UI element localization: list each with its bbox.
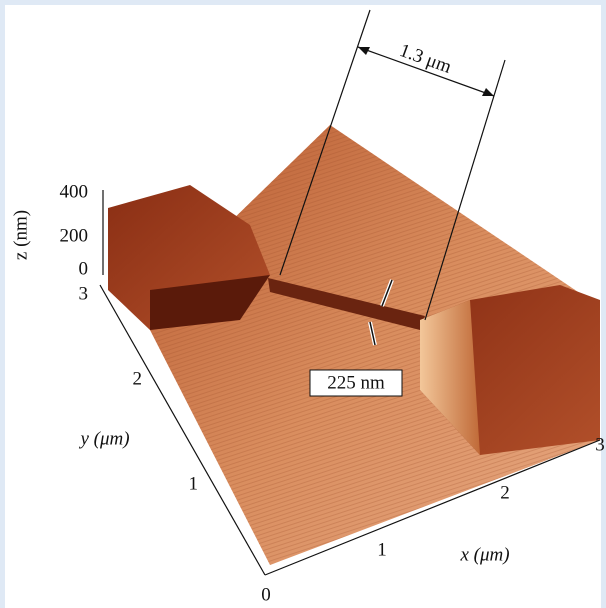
y-tick-label: 1: [189, 473, 199, 494]
z-tick-label: 0: [79, 258, 89, 279]
x-tick-label: 2: [500, 482, 510, 503]
figure: z (nm) 400 200 0 3 2 1 y (μm) 0 1 2 3 x …: [0, 0, 606, 608]
x-tick-label: 3: [595, 434, 605, 455]
z-axis-label: z (nm): [10, 210, 31, 260]
x-tick-label: 1: [377, 539, 387, 560]
y-tick-label: 3: [79, 283, 89, 304]
width-label: 225 nm: [327, 372, 385, 393]
x-axis-label: x (μm): [459, 544, 509, 565]
z-tick-label: 400: [60, 181, 89, 202]
z-tick-label: 200: [60, 225, 89, 246]
y-axis-label: y (μm): [78, 428, 129, 449]
x-tick-label: 0: [261, 584, 271, 605]
y-tick-label: 2: [133, 368, 143, 389]
